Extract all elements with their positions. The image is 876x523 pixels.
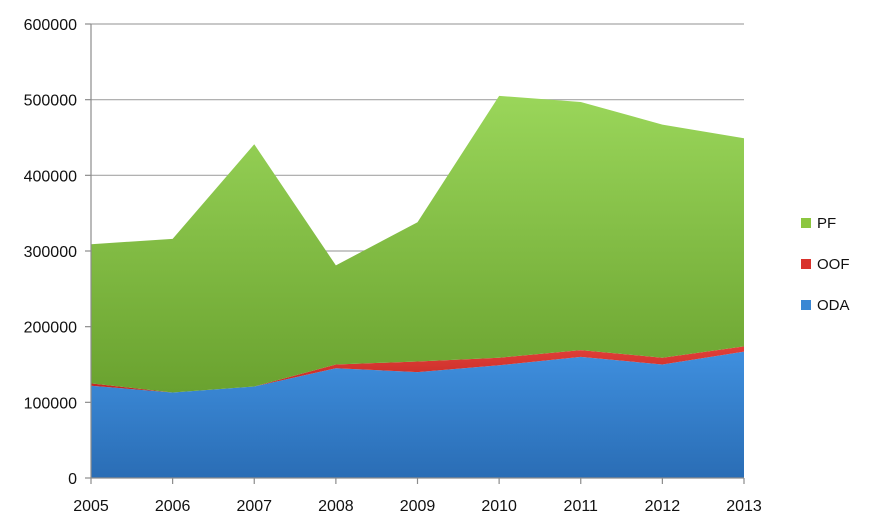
legend-label-oof: OOF [817,256,850,273]
y-tick-label: 600000 [24,17,77,34]
x-tick-label: 2007 [236,498,272,515]
y-tick-label: 0 [68,471,77,488]
area-pf [91,95,744,393]
x-tick-label: 2010 [481,498,517,515]
legend: PF OOF ODA [801,215,850,314]
x-tick-label: 2006 [155,498,191,515]
y-tick-labels: 0 100000 200000 300000 400000 500000 600000 [24,17,77,488]
x-tick-label: 2013 [726,498,762,515]
y-tick-label: 100000 [24,395,77,412]
x-tick-label: 2005 [73,498,109,515]
y-tick-label: 200000 [24,320,77,337]
legend-swatch-pf [801,218,811,228]
axes [85,23,745,484]
x-tick-label: 2008 [318,498,354,515]
legend-swatch-oof [801,259,811,269]
x-tick-label: 2009 [400,498,436,515]
area-oof [91,346,744,393]
area-oda [91,351,744,478]
x-tick-label: 2012 [645,498,681,515]
legend-label-oda: ODA [817,297,850,314]
legend-swatch-oda [801,300,811,310]
plot-areas [91,95,744,478]
legend-label-pf: PF [817,215,836,232]
y-tick-label: 500000 [24,93,77,110]
x-tick-label: 2011 [564,498,599,515]
y-tick-label: 400000 [24,168,77,185]
y-tick-label: 300000 [24,244,77,261]
x-tick-labels: 2005 2006 2007 2008 2009 2010 2011 2012 2013 [73,498,762,515]
